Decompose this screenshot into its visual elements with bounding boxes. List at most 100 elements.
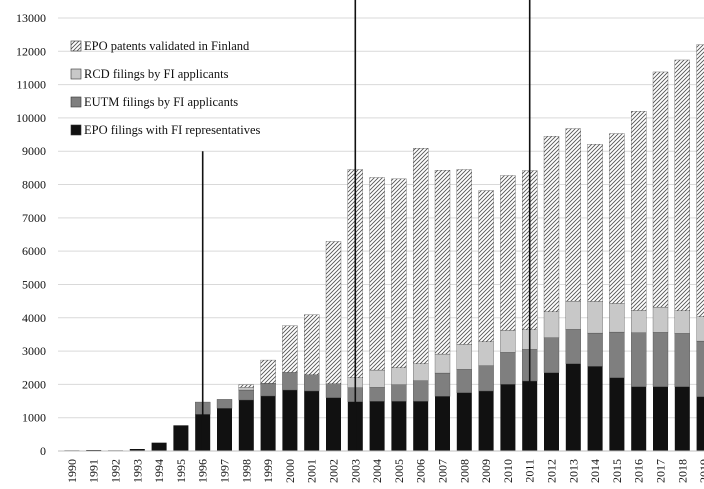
legend-label: EPO filings with FI representatives xyxy=(84,123,260,137)
bar-segment xyxy=(456,344,472,370)
bar-segment xyxy=(565,329,581,364)
bar-segment xyxy=(260,396,276,451)
bar-segment xyxy=(413,380,429,402)
bar-segment xyxy=(543,311,560,338)
x-tick-label: 1993 xyxy=(130,459,144,483)
bar-segment xyxy=(478,341,494,366)
bar-segment xyxy=(434,170,451,355)
bar-segment xyxy=(587,366,603,451)
bar-segment xyxy=(260,383,276,397)
y-tick-label: 10000 xyxy=(16,111,46,125)
x-tick-label: 2003 xyxy=(348,459,362,483)
legend-label: EPO patents validated in Finland xyxy=(84,39,250,53)
y-tick-label: 4000 xyxy=(22,311,46,325)
bar-segment xyxy=(391,367,407,385)
bar-segment xyxy=(217,408,232,451)
bar-segment xyxy=(652,306,669,333)
bar-segment xyxy=(652,71,669,308)
y-tick-label: 5000 xyxy=(22,277,46,291)
x-tick-label: 2019 xyxy=(697,459,704,483)
bar-segment xyxy=(653,386,668,451)
bar-segment xyxy=(282,325,298,373)
legend-swatch xyxy=(70,96,82,108)
bar-segment xyxy=(652,332,669,387)
x-tick-label: 2009 xyxy=(479,459,493,483)
x-tick-label: 2015 xyxy=(610,459,624,483)
bar-segment xyxy=(434,372,451,397)
bar-segment xyxy=(325,241,342,384)
bar-segment xyxy=(544,372,559,451)
bar-segment xyxy=(369,401,385,451)
bar-segment xyxy=(674,310,690,334)
y-tick-label: 7000 xyxy=(22,211,46,225)
bar-segment xyxy=(325,383,342,398)
x-tick-label: 2014 xyxy=(588,459,602,483)
bar-segment xyxy=(631,310,647,333)
bar-segment xyxy=(478,190,494,342)
bar-segment xyxy=(238,384,254,388)
legend-label: EUTM filings by FI applicants xyxy=(84,95,238,109)
x-tick-label: 2011 xyxy=(523,459,537,483)
bar-segment xyxy=(500,352,516,385)
bar-segment xyxy=(435,396,450,451)
x-tick-label: 1995 xyxy=(174,459,188,483)
bar-segment xyxy=(674,59,690,311)
bar-segment xyxy=(173,425,189,451)
bar-segment xyxy=(543,136,560,312)
bar-segment xyxy=(238,389,254,401)
bar-segment xyxy=(413,401,429,451)
bar-segment xyxy=(391,401,407,451)
legend-swatch xyxy=(70,40,82,52)
bar-segment xyxy=(369,177,385,371)
y-tick-label: 9000 xyxy=(22,144,46,158)
bar-segment xyxy=(304,391,320,451)
y-tick-label: 6000 xyxy=(22,244,46,258)
x-tick-label: 1996 xyxy=(196,459,210,483)
x-tick-label: 2001 xyxy=(305,459,319,483)
y-tick-label: 0 xyxy=(40,444,46,458)
bar-segment xyxy=(304,314,320,375)
bar-segment xyxy=(456,169,472,345)
x-tick-label: 1994 xyxy=(152,459,166,483)
bar-segment xyxy=(238,387,254,391)
bar-segment xyxy=(369,369,385,388)
bar-segment xyxy=(543,337,560,373)
x-tick-label: 1999 xyxy=(261,459,275,483)
x-tick-label: 2005 xyxy=(392,459,406,483)
bar-segment xyxy=(413,363,429,381)
bar-segment xyxy=(565,363,581,451)
x-tick-label: 2008 xyxy=(457,459,471,483)
y-tick-label: 11000 xyxy=(16,78,46,92)
bar-segment xyxy=(456,369,472,393)
bar-segment xyxy=(565,128,581,302)
bar-segment xyxy=(304,374,320,392)
bar-segment xyxy=(674,386,690,451)
bar-segment xyxy=(696,340,704,397)
bar-segment xyxy=(478,391,494,451)
y-tick-label: 8000 xyxy=(22,178,46,192)
x-tick-label: 2007 xyxy=(436,459,450,483)
bar-segment xyxy=(413,148,429,364)
bar-segment xyxy=(500,384,516,451)
bar-segment xyxy=(129,449,145,451)
x-tick-label: 1992 xyxy=(109,459,123,483)
x-tick-label: 1997 xyxy=(218,459,232,483)
x-tick-label: 2000 xyxy=(283,459,297,483)
y-tick-label: 12000 xyxy=(16,44,46,58)
bar-segment xyxy=(587,144,603,302)
legend-swatch xyxy=(70,68,82,80)
bar-segment xyxy=(696,396,704,451)
x-tick-label: 2004 xyxy=(370,459,384,483)
bar-segment xyxy=(696,44,704,317)
x-tick-label: 2002 xyxy=(327,459,341,483)
bar-segment xyxy=(282,390,298,451)
bar-segment xyxy=(456,392,472,451)
x-tick-label: 2010 xyxy=(501,459,515,483)
bar-segment xyxy=(500,175,516,331)
bar-segment xyxy=(587,332,603,367)
x-tick-label: 2006 xyxy=(414,459,428,483)
x-tick-label: 2012 xyxy=(545,459,559,483)
y-tick-label: 2000 xyxy=(22,377,46,391)
